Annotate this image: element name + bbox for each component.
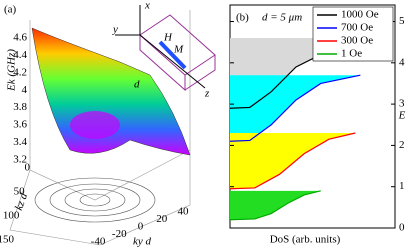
annotation: y (112, 24, 118, 36)
tick-label: 4.2 (13, 66, 27, 78)
y-tick-label: 1 (399, 180, 405, 192)
tick-label: 3.4 (13, 136, 27, 148)
legend-label: 1 Oe (341, 48, 362, 60)
panel-label: (a) (4, 4, 17, 16)
legend-box (312, 6, 394, 62)
legend-label: 300 Oe (341, 35, 373, 47)
dos-line (229, 190, 321, 221)
y-tick-label: 4 (399, 56, 405, 68)
panel-title: d = 5 μm (262, 12, 302, 24)
tick-label: 100 (3, 210, 20, 222)
dos-line (229, 74, 361, 142)
y-axis-label: ky d (133, 236, 152, 248)
dos-line (229, 132, 356, 190)
tick-label: 150 (0, 234, 15, 246)
z-axis-label: Ek (GHz) (6, 49, 18, 92)
tick-label: 3.6 (13, 119, 27, 131)
legend-label: 1000 Oe (341, 9, 379, 21)
surface-minimum (70, 111, 120, 139)
field-arrow (158, 40, 187, 70)
x-axis-label: kz d (13, 191, 30, 212)
y-tick-label: 3 (399, 98, 405, 110)
tick-label: 40 (178, 206, 190, 218)
legend-label: 700 Oe (341, 22, 373, 34)
annotation: H (163, 32, 173, 44)
tick-label: 4.6 (13, 32, 27, 44)
tick-label: 4 (22, 84, 28, 96)
y-axis-label: E (398, 110, 406, 122)
y-tick-label: 5 (399, 15, 405, 27)
tick-label: 20 (156, 213, 168, 225)
annotation: d (134, 79, 140, 91)
tick-label: -20 (112, 228, 127, 240)
band-fill (230, 75, 361, 142)
y-tick-label: 2 (399, 139, 405, 151)
tick-label: -40 (91, 236, 106, 248)
annotation: x (144, 0, 150, 12)
y-tick-label: 0 (399, 222, 405, 234)
tick-label: 3.2 (13, 154, 27, 166)
sample-prism (139, 14, 216, 92)
panel-label: (b) (236, 12, 249, 24)
tick-label: 50 (14, 186, 26, 198)
axis-arrow-z (139, 34, 206, 89)
band-fill (230, 133, 356, 189)
panel-a-decor (9, 10, 191, 246)
tick-label: 3.8 (13, 101, 27, 113)
tick-label: 0 (25, 162, 31, 174)
annotation: z (204, 88, 210, 100)
tick-label: 4.4 (13, 49, 27, 61)
x-axis-label: DoS (arb. units) (270, 234, 341, 246)
tick-label: 0 (138, 221, 144, 233)
band-fill (230, 190, 321, 220)
annotation: M (173, 44, 184, 56)
